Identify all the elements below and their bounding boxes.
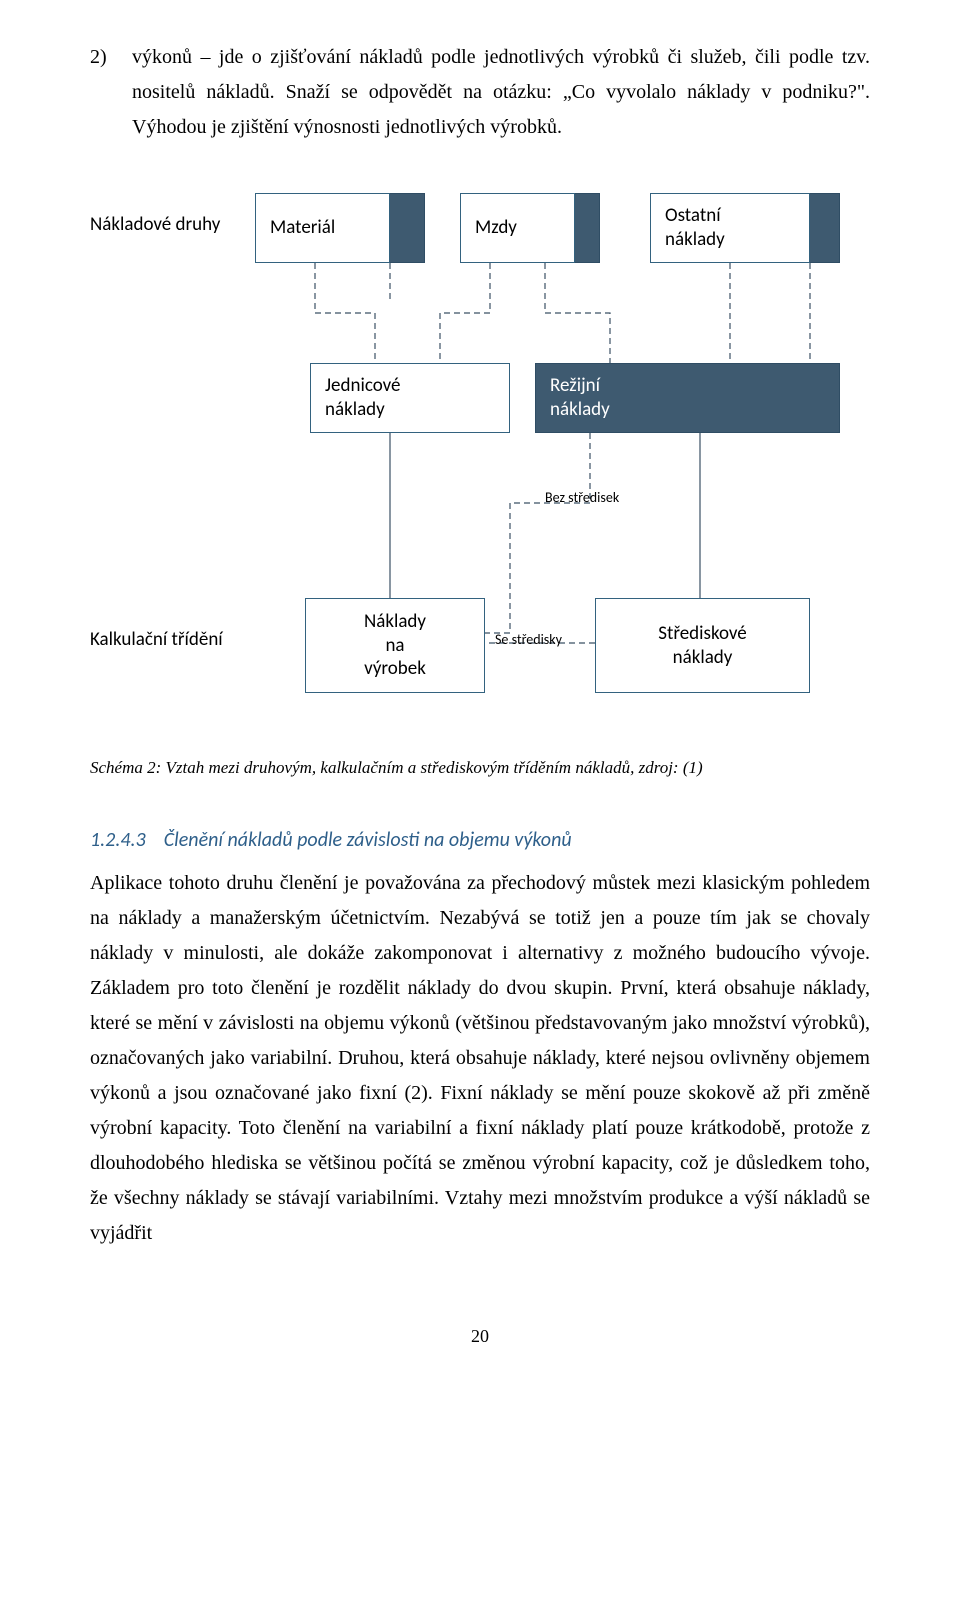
list-text: výkonů – jde o zjišťování nákladů podle … (132, 40, 870, 145)
heading-number: 1.2.4.3 (90, 828, 146, 852)
body-paragraph: Aplikace tohoto druhu členění je považov… (90, 866, 870, 1251)
node-mzdy-tab (575, 193, 600, 263)
node-ostatni: Ostatnínáklady (650, 193, 810, 263)
heading-title: Členění nákladů podle závislosti na obje… (164, 828, 572, 852)
cost-classification-diagram: Nákladové druhy Kalkulační třídění Mater… (90, 173, 870, 733)
list-number: 2) (90, 40, 132, 145)
edge-label-se: Se středisky (495, 631, 562, 649)
node-rezijni: Režijnínáklady (535, 363, 840, 433)
row-label-top: Nákladové druhy (90, 213, 240, 237)
diagram-caption: Schéma 2: Vztah mezi druhovým, kalkulačn… (90, 753, 870, 783)
section-heading: 1.2.4.3 Členění nákladů podle závislosti … (90, 823, 870, 858)
list-item-2: 2) výkonů – jde o zjišťování nákladů pod… (90, 40, 870, 145)
edge-label-bez: Bez středisek (545, 489, 619, 507)
page-number: 20 (90, 1321, 870, 1353)
node-navyrobek: Nákladynavýrobek (305, 598, 485, 693)
node-strediskove: Střediskovénáklady (595, 598, 810, 693)
node-material-tab (390, 193, 425, 263)
node-ostatni-tab (810, 193, 840, 263)
node-material: Materiál (255, 193, 390, 263)
node-mzdy: Mzdy (460, 193, 575, 263)
row-label-bottom: Kalkulační třídění (90, 628, 240, 652)
node-jednicove: Jednicovénáklady (310, 363, 510, 433)
